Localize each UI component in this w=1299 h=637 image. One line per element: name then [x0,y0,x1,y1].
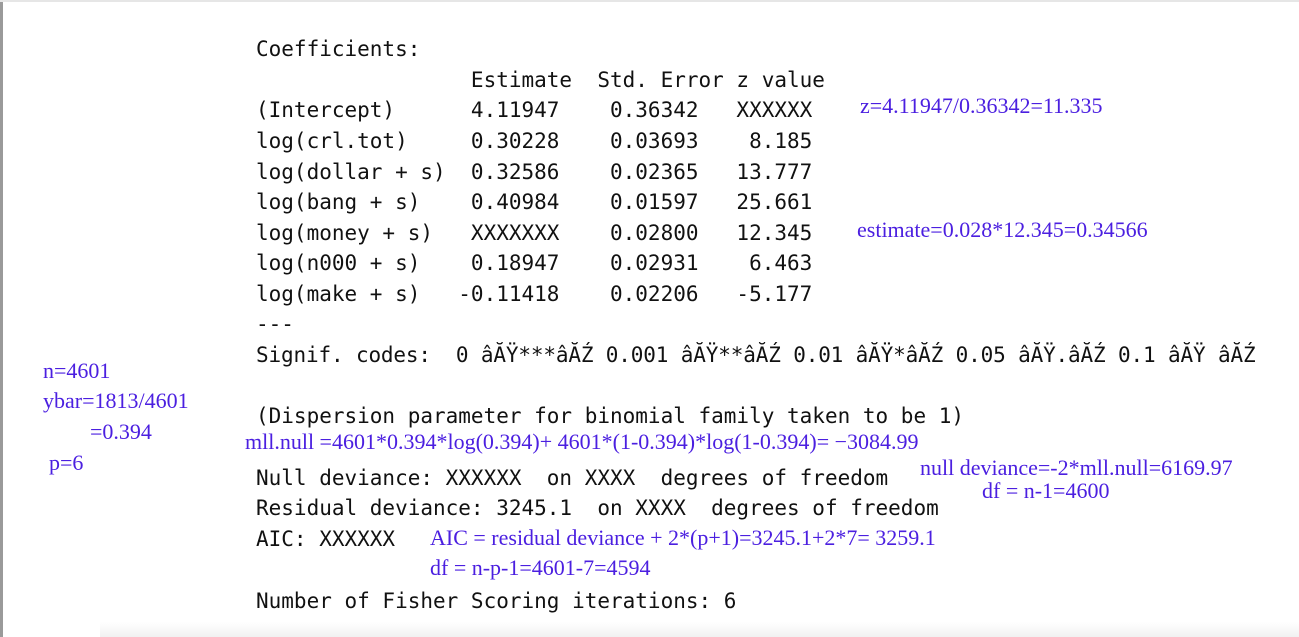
left-border [0,0,3,637]
dispersion-line: (Dispersion parameter for binomial famil… [256,404,965,428]
df-residual-note: df = n-p-1=4601-7=4594 [430,555,651,580]
ybar-value-note: =0.394 [90,419,152,444]
signif-codes: Signif. codes: 0 âĂŸ***âĂŹ 0.001 âĂŸ**âĂ… [256,343,1256,367]
coef-row-bang: log(bang + s) 0.40984 0.01597 25.661 [256,190,813,214]
top-border [0,0,1299,2]
coefficients-header: Coefficients: [256,37,421,61]
residual-deviance-line: Residual deviance: 3245.1 on XXXX degree… [256,496,939,520]
coef-row-dollar: log(dollar + s) 0.32586 0.02365 13.777 [256,160,813,184]
z-calc-note: z=4.11947/0.36342=11.335 [860,93,1103,118]
ybar-note: ybar=1813/4601 [43,388,189,413]
df-null-note: df = n-1=4600 [982,478,1110,503]
p-note: p=6 [49,450,84,475]
bottom-shade [100,622,1299,637]
coef-row-money: log(money + s) XXXXXXX 0.02800 12.345 [256,221,813,245]
n-note: n=4601 [43,358,111,383]
separator: --- [256,312,294,336]
coef-row-n000: log(n000 + s) 0.18947 0.02931 6.463 [256,251,813,275]
mll-null-note: mll.null =4601*0.394*log(0.394)+ 4601*(1… [245,429,919,454]
coef-row-intercept: (Intercept) 4.11947 0.36342 XXXXXX [256,98,813,122]
coef-row-make: log(make + s) -0.11418 0.02206 -5.177 [256,282,813,306]
coefficients-column-header: Estimate Std. Error z value [256,68,825,92]
coef-row-crl-tot: log(crl.tot) 0.30228 0.03693 8.185 [256,129,813,153]
null-deviance-line: Null deviance: XXXXXX on XXXX degrees of… [256,466,889,490]
aic-calc-note: AIC = residual deviance + 2*(p+1)=3245.1… [430,525,936,550]
fisher-iterations-line: Number of Fisher Scoring iterations: 6 [256,589,737,613]
aic-line: AIC: XXXXXX [256,527,396,551]
estimate-calc-note: estimate=0.028*12.345=0.34566 [857,217,1148,242]
null-deviance-calc-note: null deviance=-2*mll.null=6169.97 [920,455,1233,480]
